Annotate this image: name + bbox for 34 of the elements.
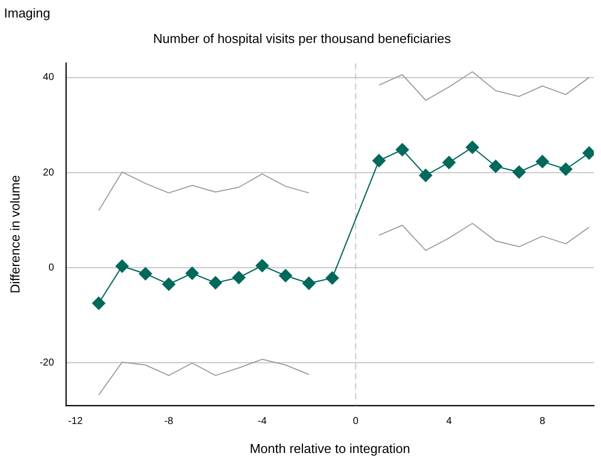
point [489, 160, 502, 173]
point [372, 154, 386, 168]
point [302, 276, 316, 290]
y-tick-label: 40 [42, 72, 54, 84]
point [186, 266, 199, 280]
x-tick-label: 8 [540, 416, 546, 428]
point [115, 260, 129, 273]
y-axis-title: Difference in volume [7, 175, 22, 294]
chart-title: Imaging [4, 5, 50, 20]
point [256, 259, 269, 272]
y-tick-label: -20 [40, 357, 54, 368]
point [92, 296, 106, 310]
point [162, 278, 176, 291]
y-tick-label: 0 [48, 262, 54, 274]
point [512, 165, 526, 179]
chart-subtitle: Number of hospital visits per thousand beneficiaries [153, 30, 452, 46]
point [278, 269, 292, 282]
x-tick-label: 0 [352, 416, 359, 428]
point [536, 154, 550, 168]
x-tick-label: -12 [68, 416, 84, 428]
x-tick-label: -4 [258, 416, 268, 428]
point [232, 270, 246, 284]
x-tick-label: 4 [446, 416, 452, 428]
point [138, 267, 152, 280]
point [419, 168, 432, 182]
point [208, 276, 222, 290]
point [396, 143, 409, 156]
y-tick-label: 20 [42, 167, 54, 178]
x-tick-label: -8 [164, 416, 174, 428]
point [466, 140, 479, 154]
point [326, 271, 339, 285]
point [442, 156, 456, 170]
x-axis-title: Month relative to integration [250, 440, 410, 456]
point [559, 162, 572, 176]
